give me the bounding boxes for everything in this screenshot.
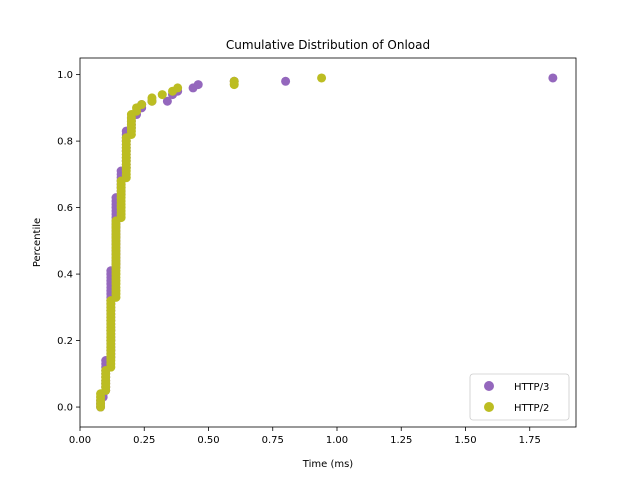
y-tick-label: 1.0 bbox=[57, 70, 73, 81]
legend-marker-http3 bbox=[484, 381, 494, 391]
y-axis: 0.0 0.2 0.4 0.6 0.8 1.0 bbox=[57, 70, 80, 414]
data-point bbox=[193, 80, 203, 90]
x-tick-label: 1.50 bbox=[454, 435, 476, 446]
data-point bbox=[229, 76, 239, 86]
x-tick-label: 0.50 bbox=[197, 435, 219, 446]
x-tick-label: 1.25 bbox=[390, 435, 412, 446]
data-point bbox=[147, 93, 157, 103]
x-axis-label: Time (ms) bbox=[302, 459, 354, 470]
y-tick-label: 0.0 bbox=[57, 403, 73, 414]
data-point bbox=[281, 76, 291, 86]
y-tick-label: 0.8 bbox=[57, 137, 73, 148]
data-point bbox=[548, 73, 558, 83]
series-http2 bbox=[96, 73, 327, 412]
points-layer bbox=[96, 73, 558, 412]
legend-label-http2: HTTP/2 bbox=[514, 403, 549, 414]
chart-title: Cumulative Distribution of Onload bbox=[226, 38, 430, 52]
data-point bbox=[317, 73, 327, 83]
legend-marker-http2 bbox=[484, 402, 494, 412]
data-point bbox=[157, 90, 167, 100]
x-axis: 0.00 0.25 0.50 0.75 1.00 1.25 1.50 1.75 bbox=[69, 427, 541, 446]
x-tick-label: 1.75 bbox=[519, 435, 541, 446]
x-tick-label: 0.25 bbox=[133, 435, 155, 446]
data-point bbox=[162, 96, 172, 106]
y-tick-label: 0.2 bbox=[57, 336, 73, 347]
data-point bbox=[173, 83, 183, 93]
y-tick-label: 0.6 bbox=[57, 203, 73, 214]
legend-label-http3: HTTP/3 bbox=[514, 382, 549, 393]
data-point bbox=[137, 100, 147, 110]
x-tick-label: 0.75 bbox=[262, 435, 284, 446]
y-tick-label: 0.4 bbox=[57, 270, 73, 281]
x-tick-label: 0.00 bbox=[69, 435, 91, 446]
legend-frame bbox=[469, 373, 570, 421]
plot-area-frame bbox=[79, 57, 577, 428]
y-axis-label: Percentile bbox=[32, 218, 43, 267]
legend: HTTP/3 HTTP/2 bbox=[469, 373, 570, 421]
x-tick-label: 1.00 bbox=[326, 435, 348, 446]
